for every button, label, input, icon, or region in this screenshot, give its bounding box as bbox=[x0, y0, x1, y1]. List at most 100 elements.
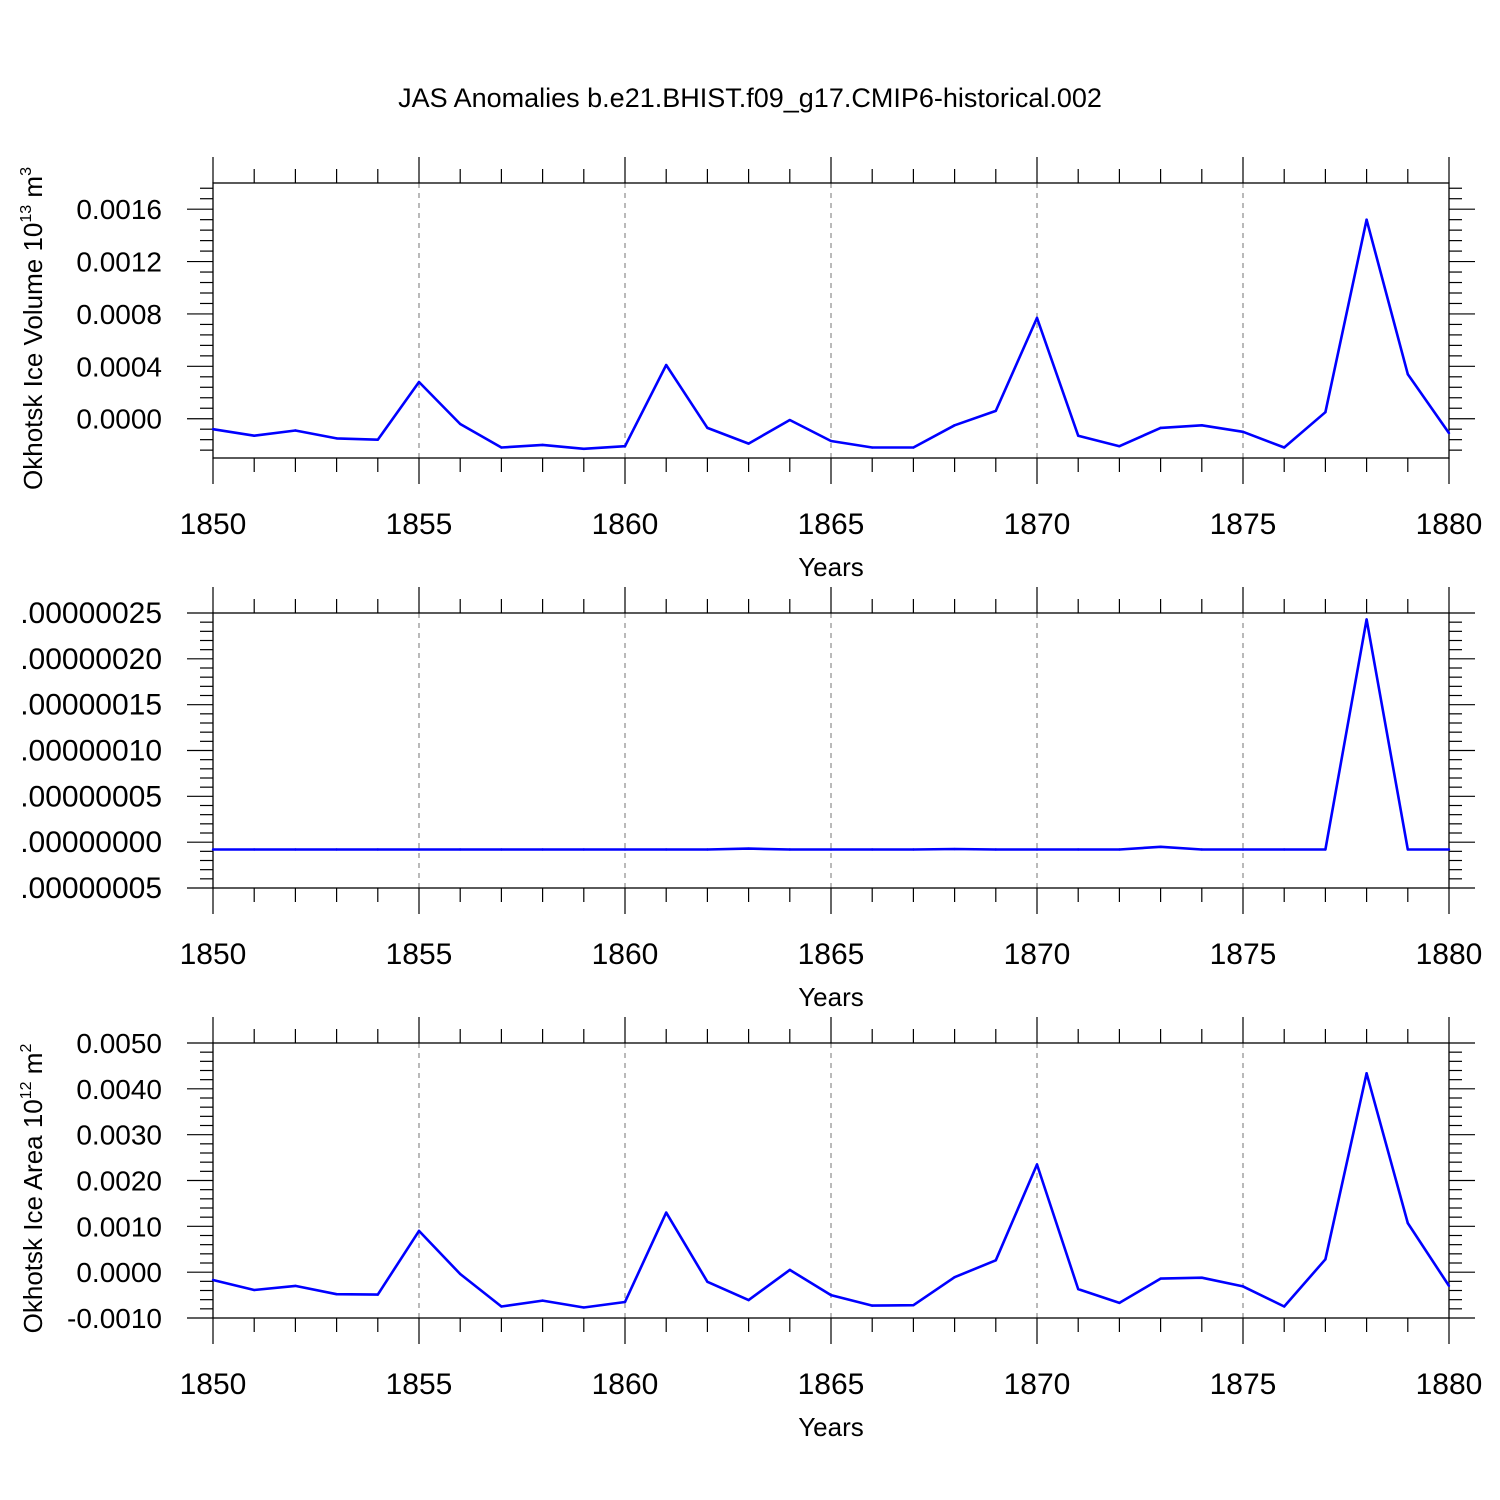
y-axis-label: Okhotsk Ice Area 1012 m2 bbox=[18, 1044, 48, 1334]
data-point bbox=[788, 418, 791, 422]
data-point bbox=[1241, 848, 1245, 851]
y-tick-label: 0.0016 bbox=[76, 194, 162, 225]
chart-panel-1: 1850 1855 1860 1865 1870 1875 1880 0.0000 0.0004… bbox=[18, 157, 1482, 582]
x-tick-label: 1870 bbox=[1004, 1368, 1071, 1401]
data-point bbox=[829, 1293, 833, 1297]
data-point bbox=[459, 422, 462, 426]
data-point bbox=[1200, 424, 1204, 427]
data-point bbox=[871, 1304, 874, 1307]
y-tick-label: .00000010 bbox=[20, 735, 162, 768]
data-point bbox=[706, 426, 709, 430]
data-point bbox=[1283, 848, 1286, 851]
data-point bbox=[294, 1284, 297, 1288]
data-point bbox=[1283, 1305, 1286, 1308]
x-tick-label: 1855 bbox=[386, 1368, 453, 1401]
x-tick-label: 1875 bbox=[1210, 1368, 1277, 1401]
data-point bbox=[747, 1298, 750, 1302]
data-point bbox=[747, 442, 750, 445]
x-tick-label: 1860 bbox=[592, 1368, 659, 1401]
y-axis-label: Okhotsk Ice Volume 1013 m3 bbox=[18, 167, 48, 490]
data-point bbox=[706, 1280, 709, 1283]
data-point bbox=[253, 1288, 256, 1292]
data-point bbox=[253, 848, 256, 851]
x-tick-label: 1855 bbox=[386, 508, 453, 541]
y-axis-label-part: m bbox=[18, 176, 48, 205]
data-point bbox=[623, 848, 627, 851]
data-point bbox=[1365, 218, 1368, 221]
data-point bbox=[1406, 372, 1410, 376]
x-tick-label: 1860 bbox=[592, 938, 659, 971]
data-point bbox=[829, 848, 833, 851]
x-tick-label: 1865 bbox=[798, 1368, 865, 1401]
data-point bbox=[706, 848, 709, 851]
data-point bbox=[1200, 1276, 1204, 1279]
chart-panel-3: 1850 1855 1860 1865 1870 1875 1880 -0.0010 0.000… bbox=[18, 1017, 1482, 1442]
data-point bbox=[1324, 410, 1327, 414]
figure-title: JAS Anomalies b.e21.BHIST.f09_g17.CMIP6-… bbox=[398, 83, 1102, 113]
y-tick-label: -0.0010 bbox=[67, 1303, 162, 1334]
data-point bbox=[871, 446, 874, 449]
y-tick-label: 0.0030 bbox=[76, 1120, 162, 1151]
data-point bbox=[1159, 426, 1162, 430]
data-point bbox=[582, 447, 585, 451]
data-point bbox=[211, 427, 215, 431]
data-point bbox=[1447, 431, 1451, 435]
y-tick-label: 0.0050 bbox=[76, 1028, 162, 1059]
data-point bbox=[294, 429, 297, 432]
data-point bbox=[1283, 446, 1286, 449]
data-point bbox=[665, 1211, 668, 1214]
chart-panel-2: 1850 1855 1860 1865 1870 1875 1880 .00000005 .00… bbox=[20, 587, 1482, 1012]
data-point bbox=[829, 439, 833, 443]
x-tick-label: 1860 bbox=[592, 508, 659, 541]
data-point bbox=[1035, 316, 1039, 320]
data-point bbox=[994, 1259, 997, 1262]
data-point bbox=[953, 1276, 956, 1279]
data-point bbox=[1447, 848, 1451, 851]
data-point bbox=[912, 446, 915, 449]
data-point bbox=[1365, 1072, 1368, 1075]
data-point bbox=[376, 1293, 379, 1296]
data-point bbox=[1159, 845, 1162, 848]
x-tick-label: 1880 bbox=[1416, 1368, 1483, 1401]
data-point bbox=[582, 848, 585, 851]
y-tick-label: 0.0000 bbox=[76, 404, 162, 435]
y-tick-label: .00000005 bbox=[20, 780, 162, 813]
data-point bbox=[1406, 848, 1410, 851]
data-point bbox=[500, 848, 503, 851]
data-point bbox=[1118, 848, 1121, 851]
y-tick-label: 0.0020 bbox=[76, 1166, 162, 1197]
data-point bbox=[1200, 848, 1204, 851]
data-point bbox=[1077, 434, 1080, 437]
data-point bbox=[1365, 618, 1368, 621]
x-tick-label: 1875 bbox=[1210, 938, 1277, 971]
data-point bbox=[1241, 430, 1245, 434]
data-point bbox=[500, 446, 503, 449]
data-point bbox=[417, 848, 421, 851]
data-point bbox=[1159, 1277, 1162, 1280]
data-point bbox=[623, 1300, 627, 1304]
data-point bbox=[541, 848, 544, 851]
x-tick-label: 1865 bbox=[798, 508, 865, 541]
data-point bbox=[335, 848, 338, 851]
x-tick-label: 1870 bbox=[1004, 938, 1071, 971]
data-point bbox=[788, 1268, 791, 1272]
y-axis-label-superscript: 3 bbox=[18, 167, 35, 176]
data-point bbox=[417, 1229, 421, 1233]
x-tick-label: 1850 bbox=[180, 938, 247, 971]
data-point bbox=[665, 363, 668, 367]
data-point bbox=[541, 443, 544, 447]
x-tick-label: 1875 bbox=[1210, 508, 1277, 541]
data-point bbox=[211, 1278, 215, 1282]
data-point bbox=[623, 445, 627, 448]
data-point bbox=[1077, 1287, 1080, 1291]
x-tick-label: 1880 bbox=[1416, 508, 1483, 541]
data-point bbox=[335, 437, 338, 440]
data-point bbox=[459, 1272, 462, 1276]
data-point bbox=[376, 848, 379, 851]
data-point bbox=[211, 848, 215, 851]
data-point bbox=[541, 1299, 544, 1302]
data-point bbox=[1324, 1258, 1327, 1261]
data-point bbox=[582, 1306, 585, 1309]
data-point bbox=[912, 848, 915, 851]
